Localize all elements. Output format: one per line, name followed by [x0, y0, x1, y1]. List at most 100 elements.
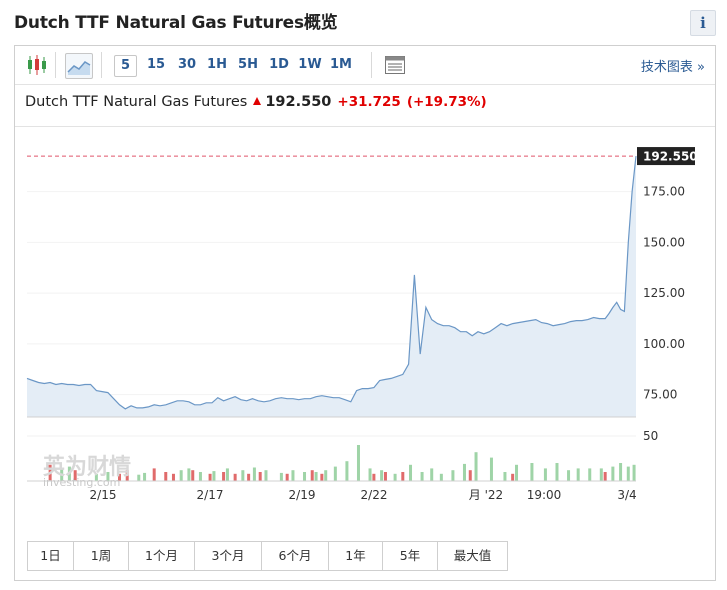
watermark-logo: 英为财情 — [43, 454, 131, 480]
volume-bar-up — [599, 468, 603, 481]
info-button[interactable]: i — [690, 10, 716, 36]
watermark-url: investing.com — [43, 476, 120, 489]
volume-bar-up — [543, 468, 547, 481]
volume-bar-up — [409, 464, 413, 481]
range-5y-button[interactable]: 5年 — [383, 542, 438, 570]
x-axis-label: 2/22 — [361, 488, 388, 502]
chart-toolbar: 5 15 30 1H 5H 1D 1W 1M 技术图表 » — [15, 46, 715, 85]
volume-bar-down — [233, 473, 237, 481]
last-price: 192.550 — [265, 94, 332, 110]
volume-bar-up — [67, 466, 71, 481]
interval-15[interactable]: 15 — [146, 57, 166, 72]
volume-bar-down — [383, 472, 387, 481]
toolbar-divider — [101, 52, 102, 78]
price-change: +31.725 — [337, 94, 401, 110]
volume-bar-up — [462, 463, 466, 481]
volume-bar-up — [530, 463, 534, 481]
volume-bar-up — [143, 472, 147, 481]
interval-1d[interactable]: 1D — [269, 57, 289, 72]
page-title: Dutch TTF Natural Gas Futures概览 — [14, 13, 338, 33]
range-3m-button[interactable]: 3个月 — [195, 542, 262, 570]
volume-bar-down — [247, 473, 251, 481]
volume-bar-up — [187, 468, 191, 481]
volume-bar-down — [222, 472, 226, 481]
technical-chart-link[interactable]: 技术图表 » — [640, 60, 705, 75]
volume-bar-up — [619, 463, 623, 481]
range-1m-button[interactable]: 1个月 — [129, 542, 195, 570]
volume-bar-down — [125, 470, 129, 481]
volume-bar-up — [451, 470, 455, 481]
volume-bar-down — [73, 470, 77, 481]
range-6m-button[interactable]: 6个月 — [262, 542, 329, 570]
chart-panel: 英为财情 investing.com 75.00 100.00 125.00 150.00… — [14, 45, 716, 581]
volume-bar-down — [191, 470, 195, 481]
volume-bar-up — [264, 470, 268, 481]
interval-1h[interactable]: 1H — [207, 57, 227, 72]
area-chart-icon[interactable] — [65, 53, 93, 79]
volume-bar-up — [333, 466, 337, 481]
volume-bar-down — [320, 473, 324, 481]
volume-bar-down — [48, 464, 52, 481]
volume-bar-down — [511, 473, 515, 481]
volume-bar-down — [258, 472, 262, 481]
price-line — [26, 156, 637, 410]
interval-1w[interactable]: 1W — [298, 57, 322, 72]
price-axis-label: 175.00 — [643, 185, 685, 199]
volume-bar-up — [60, 468, 64, 481]
quote-header: Dutch TTF Natural Gas Futures 192.550 +31.… — [25, 94, 487, 110]
interval-5h[interactable]: 5H — [238, 57, 258, 72]
volume-bar-up — [632, 464, 636, 481]
volume-bar-up — [324, 470, 328, 481]
x-axis-label: 19:00 — [527, 488, 562, 502]
price-area — [27, 156, 636, 417]
volume-bar-down — [208, 473, 212, 481]
x-axis-label: 月 '22 — [469, 488, 503, 502]
volume-bar-up — [515, 464, 519, 481]
volume-bar-down — [164, 472, 168, 481]
volume-bar-up — [314, 472, 318, 481]
volume-bar-up — [279, 472, 283, 481]
range-1w-button[interactable]: 1周 — [74, 542, 129, 570]
range-1y-button[interactable]: 1年 — [329, 542, 383, 570]
x-axis-label: 2/17 — [197, 488, 224, 502]
volume-bar-up — [420, 472, 424, 481]
volume-bar-up — [356, 445, 360, 481]
volume-bar-up — [345, 461, 349, 481]
volume-bar-down — [118, 473, 122, 481]
range-max-button[interactable]: 最大值 — [453, 548, 492, 563]
arrow-up-icon — [253, 97, 262, 105]
price-axis-label: 125.00 — [643, 286, 685, 300]
volume-bar-up — [368, 468, 372, 481]
volume-bar-down — [401, 472, 405, 481]
interval-1m[interactable]: 1M — [330, 57, 352, 72]
volume-bar-up — [611, 466, 615, 481]
price-axis-label: 100.00 — [643, 337, 685, 351]
volume-bar-up — [291, 470, 295, 481]
interval-5[interactable]: 5 — [114, 55, 137, 77]
x-axis-label: 2/15 — [90, 488, 117, 502]
volume-bar-down — [468, 470, 472, 481]
volume-bar-down — [603, 472, 607, 481]
volume-bar-up — [474, 452, 478, 481]
price-change-percent: (+19.73%) — [406, 94, 487, 110]
price-axis-label: 75.00 — [643, 388, 677, 402]
volume-bar-up — [94, 473, 98, 481]
volume-bar-down — [171, 473, 175, 481]
volume-bar-up — [567, 470, 571, 481]
x-axis-label: 3/4 — [617, 488, 636, 502]
candlestick-chart-icon[interactable] — [25, 53, 49, 77]
interval-30[interactable]: 30 — [177, 57, 197, 72]
table-view-icon[interactable] — [383, 53, 407, 77]
volume-bar-up — [489, 457, 493, 481]
volume-bar-up — [393, 473, 397, 481]
volume-bar-down — [152, 468, 156, 481]
toolbar-divider — [55, 52, 56, 78]
last-price-tag — [637, 147, 695, 166]
price-axis-label: 150.00 — [643, 235, 685, 249]
toolbar-divider — [371, 52, 372, 78]
volume-bar-up — [503, 472, 507, 481]
volume-bar-down — [285, 473, 289, 481]
volume-bar-down — [372, 473, 376, 481]
range-1d-button[interactable]: 1日 — [28, 542, 74, 570]
